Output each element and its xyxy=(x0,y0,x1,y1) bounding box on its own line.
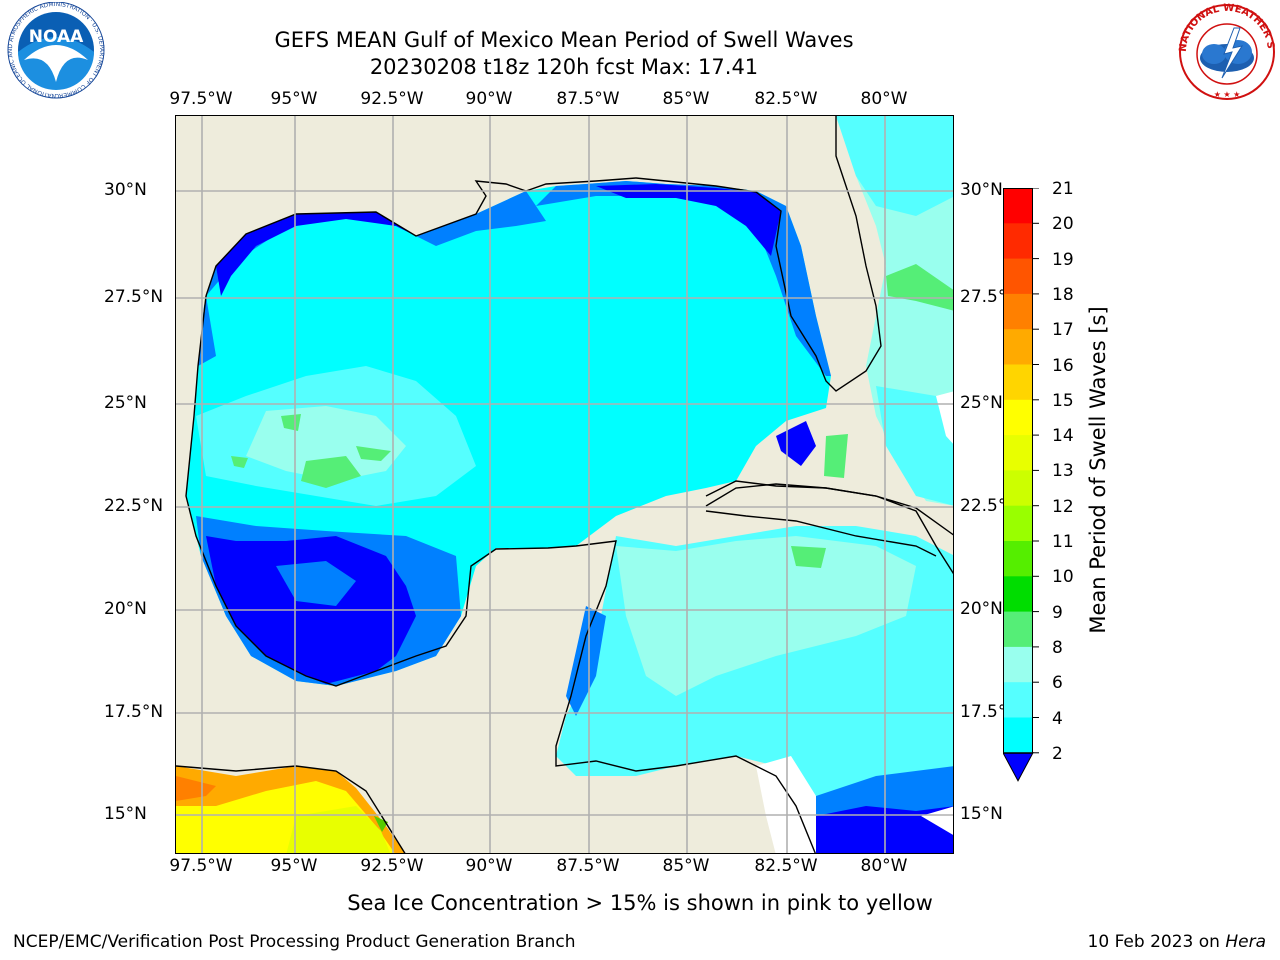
noaa-logo-text: NOAA xyxy=(29,27,84,47)
gulf-swell-band-2-4-north xyxy=(198,191,546,366)
longitude-tick-label: 92.5°W xyxy=(360,856,424,876)
pacific-field-darkorange xyxy=(176,776,216,801)
colorbar-bin xyxy=(1003,293,1033,330)
latitude-tick-label: 30°N xyxy=(104,180,147,200)
colorbar-tick-label: 11 xyxy=(1052,532,1074,552)
longitude-tick-label: 87.5°W xyxy=(556,89,620,109)
colorbar-tick-label: 6 xyxy=(1052,673,1063,694)
gulf-swell-band-2-4-northeast xyxy=(536,181,831,376)
colorbar-tick-label: 2 xyxy=(1052,743,1063,764)
latitude-tick-label: 22.5°N xyxy=(104,496,164,516)
colorbar-bin xyxy=(1003,505,1033,542)
pacific-field-yellowgreen xyxy=(286,806,391,853)
colorbar-bin xyxy=(1003,646,1033,683)
atlantic-swell-band-6-8 xyxy=(836,116,953,506)
longitude-tick-label: 95°W xyxy=(270,89,318,109)
map-canvas xyxy=(176,116,953,853)
coastline xyxy=(176,116,953,853)
colorbar-tick-label: 14 xyxy=(1052,426,1074,447)
cuba-coastline xyxy=(705,483,953,557)
longitude-tick-label: 82.5°W xyxy=(754,856,818,876)
longitude-tick-label: 90°W xyxy=(465,856,513,876)
colorbar-title: Mean Period of Swell Waves [s] xyxy=(1086,306,1110,634)
colorbar-tick-label: 8 xyxy=(1052,637,1063,658)
latitude-tick-label: 25°N xyxy=(104,393,147,413)
colorbar-bin xyxy=(1003,541,1033,577)
longitude-tick-label: 82.5°W xyxy=(754,89,818,109)
map-panel xyxy=(175,115,954,854)
colorbar-bin xyxy=(1003,682,1033,718)
longitude-tick-label: 80°W xyxy=(860,89,908,109)
colorbar-bin xyxy=(1003,223,1033,260)
sea-ice-note: Sea Ice Concentration > 15% is shown in … xyxy=(347,891,933,915)
latitude-tick-label: 15°N xyxy=(104,804,147,824)
latitude-tick-label: 20°N xyxy=(104,599,147,619)
footer-date: 10 Feb 2023 on Hera xyxy=(1088,932,1266,952)
colorbar-bin xyxy=(1003,258,1033,295)
svg-text:★ ★ ★: ★ ★ ★ xyxy=(1214,90,1241,99)
longitude-tick-label: 85°W xyxy=(662,89,710,109)
latitude-tick-label: 20°N xyxy=(960,599,1003,619)
colorbar-bin xyxy=(1003,364,1033,401)
gulf-swell-band-0-2-north xyxy=(216,212,416,296)
colorbar-frame xyxy=(1003,188,1033,754)
colorbar-tick-label: 15 xyxy=(1052,390,1074,411)
longitude-tick-label: 97.5°W xyxy=(169,856,233,876)
colorbar-extend-triangle xyxy=(1003,752,1034,782)
colorbar-tick-label: 9 xyxy=(1052,602,1063,623)
caribbean-missing-data xyxy=(756,391,953,853)
colorbar-tick-label: 18 xyxy=(1052,284,1074,305)
colorbar-tick-label: 21 xyxy=(1052,179,1074,199)
caribbean-swell-band-8-9 xyxy=(616,536,916,696)
footer-host: Hera xyxy=(1225,932,1266,952)
gulf-swell-band-2-4-south-inner xyxy=(276,561,356,606)
colorbar-bin xyxy=(1003,399,1033,436)
longitude-tick-label: 90°W xyxy=(465,89,513,109)
latitude-tick-label: 17.5°N xyxy=(104,702,164,722)
longitude-tick-label: 85°W xyxy=(662,856,710,876)
atlantic-swell-band-9-10 xyxy=(824,264,953,478)
colorbar-tick-label: 10 xyxy=(1052,567,1074,588)
colorbar-tick-label: 13 xyxy=(1052,461,1074,482)
graticule xyxy=(176,116,953,853)
footer-date-text: 10 Feb 2023 on xyxy=(1087,932,1226,952)
nws-logo: NATIONAL WEATHER SERVICE ★ ★ ★ xyxy=(1176,2,1276,100)
longitude-tick-label: 87.5°W xyxy=(556,856,620,876)
colorbar xyxy=(1003,188,1039,782)
colorbar-tick-label: 4 xyxy=(1052,708,1063,729)
longitude-tick-label: 80°W xyxy=(860,856,908,876)
gulf-swell-band-0-2-northeast xyxy=(596,184,816,466)
latitude-tick-label: 30°N xyxy=(960,180,1003,200)
latitude-tick-label: 25°N xyxy=(960,393,1003,413)
caribbean-swell-band-9-10 xyxy=(791,546,826,568)
longitude-tick-label: 92.5°W xyxy=(360,89,424,109)
colorbar-bin xyxy=(1003,188,1033,224)
colorbar-bin xyxy=(1003,435,1033,471)
longitude-tick-label: 97.5°W xyxy=(169,89,233,109)
gulf-swell-band-9-10 xyxy=(231,414,391,488)
latitude-tick-label: 27.5°N xyxy=(104,287,164,307)
colorbar-tick-label: 20 xyxy=(1052,214,1074,235)
colorbar-bin xyxy=(1003,329,1033,365)
noaa-logo: NATIONAL OCEANIC AND ATMOSPHERIC ADMINIS… xyxy=(4,2,105,99)
pacific-field-green xyxy=(374,816,388,832)
colorbar-bin xyxy=(1003,611,1033,648)
latitude-tick-label: 15°N xyxy=(960,804,1003,824)
colorbar-tick-label: 16 xyxy=(1052,355,1074,376)
caribbean-swell-band-2-4 xyxy=(566,606,953,853)
colorbar-tick-label: 19 xyxy=(1052,249,1074,270)
colorbar-bin xyxy=(1003,717,1033,754)
footer-credit: NCEP/EMC/Verification Post Processing Pr… xyxy=(13,932,576,952)
colorbar-tick-label: 17 xyxy=(1052,320,1074,341)
colorbar-bin xyxy=(1003,576,1033,613)
chart-subtitle: 20230208 t18z 120h fcst Max: 17.41 xyxy=(369,55,759,79)
chart-title: GEFS MEAN Gulf of Mexico Mean Period of … xyxy=(274,28,854,52)
longitude-tick-label: 95°W xyxy=(270,856,318,876)
colorbar-bin xyxy=(1003,470,1033,507)
colorbar-tick-label: 12 xyxy=(1052,496,1074,517)
